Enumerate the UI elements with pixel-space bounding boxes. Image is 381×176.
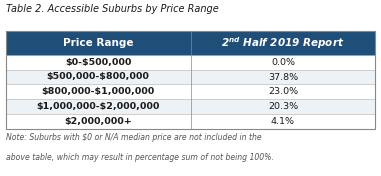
- Text: 2$^{\mathregular{nd}}$ Half 2019 Report: 2$^{\mathregular{nd}}$ Half 2019 Report: [221, 35, 344, 51]
- Bar: [6, 55, 375, 70]
- Text: $2,000,000+: $2,000,000+: [64, 117, 132, 126]
- Text: $500,000-$800,000: $500,000-$800,000: [46, 73, 150, 81]
- Bar: [6, 114, 375, 129]
- Bar: [6, 70, 375, 84]
- Text: 4.1%: 4.1%: [271, 117, 295, 126]
- Text: Table 2. Accessible Suburbs by Price Range: Table 2. Accessible Suburbs by Price Ran…: [6, 4, 218, 14]
- Text: $1,000,000-$2,000,000: $1,000,000-$2,000,000: [37, 102, 160, 111]
- Text: Note: Suburbs with $0 or N/A median price are not included in the: Note: Suburbs with $0 or N/A median pric…: [6, 133, 261, 142]
- Text: 23.0%: 23.0%: [268, 87, 298, 96]
- Text: 0.0%: 0.0%: [271, 58, 295, 67]
- Bar: [6, 99, 375, 114]
- Text: 37.8%: 37.8%: [268, 73, 298, 81]
- Text: above table, which may result in percentage sum of not being 100%.: above table, which may result in percent…: [6, 153, 274, 162]
- Text: $800,000-$1,000,000: $800,000-$1,000,000: [42, 87, 155, 96]
- Text: Price Range: Price Range: [63, 38, 133, 48]
- Bar: [6, 84, 375, 99]
- Text: 20.3%: 20.3%: [268, 102, 298, 111]
- Text: $0-$500,000: $0-$500,000: [65, 58, 131, 67]
